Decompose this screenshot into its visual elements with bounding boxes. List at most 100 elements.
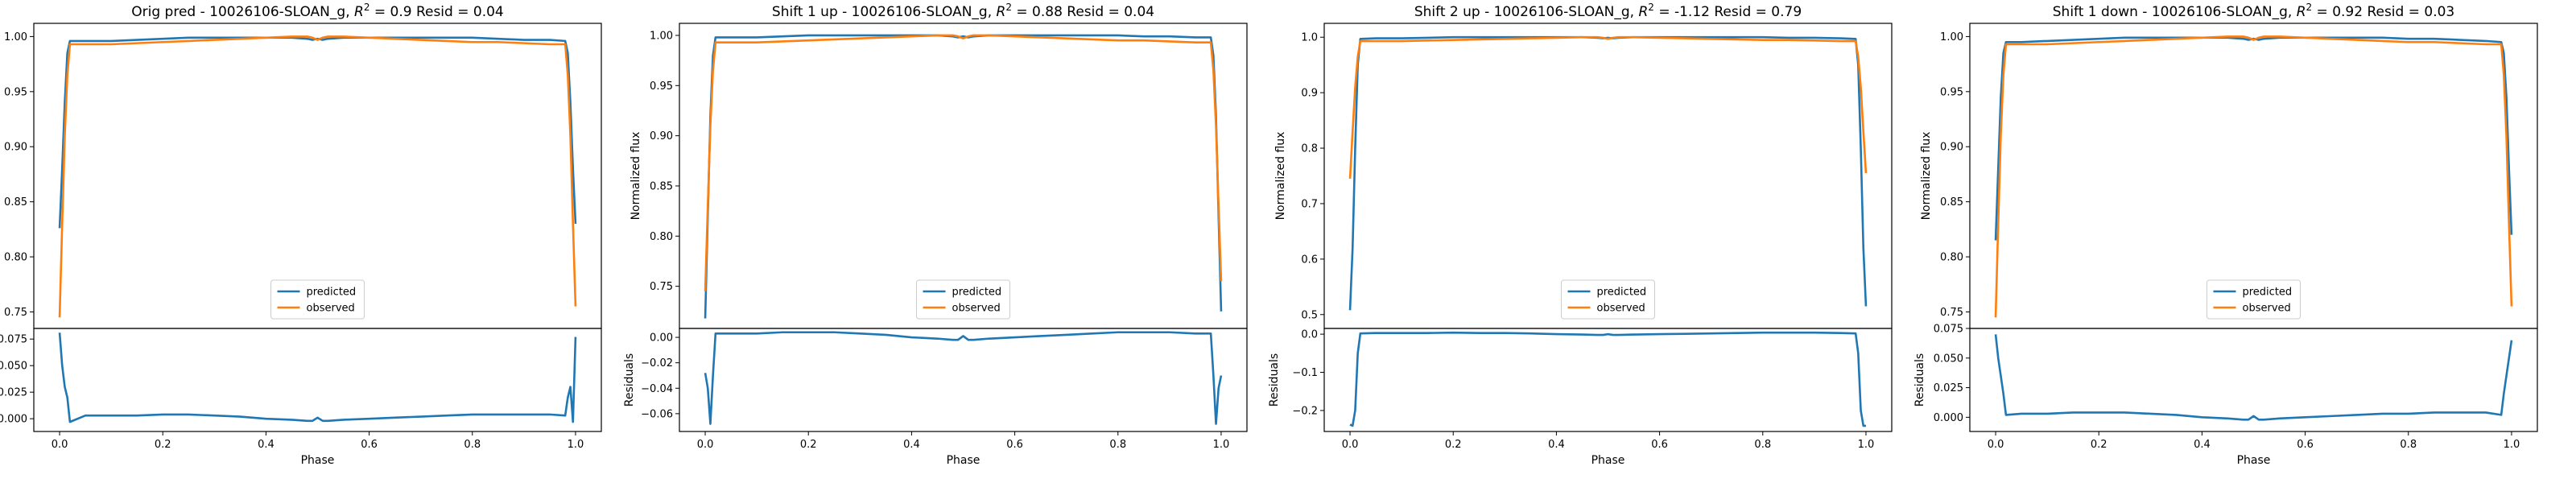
top-series-predicted-0 (58, 36, 577, 229)
residual-series-2 (1349, 331, 1866, 427)
legend-label-observed-0: observed (307, 303, 355, 315)
legend-label-observed-1: observed (952, 303, 1001, 315)
top-1-ytick-label-4: 0.95 (650, 80, 673, 93)
xtick-label-1-2: 0.4 (903, 439, 920, 451)
xtick-label-2-2: 0.4 (1548, 439, 1565, 451)
xtick-label-0-3: 0.6 (361, 439, 378, 451)
xtick-label-2-5: 1.0 (1858, 439, 1875, 451)
top-3-ytick-label-4: 0.95 (1940, 86, 1963, 98)
bottom-2-ytick-label-2: 0.0 (1301, 329, 1318, 341)
bottom-axes-frame-2 (1323, 328, 1893, 432)
xlabel-3: Phase (2237, 454, 2271, 467)
bottom-0-ytick-label-0: 0.000 (0, 414, 27, 426)
xtick-label-0-5: 1.0 (568, 439, 584, 451)
top-2-ytick-label-4: 0.9 (1301, 88, 1318, 100)
top-series-predicted-1 (704, 34, 1223, 319)
bottom-0-ytick-label-1: 0.025 (0, 387, 27, 399)
xlabel-2: Phase (1591, 454, 1625, 467)
top-3-ytick-label-5: 1.00 (1940, 31, 1963, 43)
residual-series-3 (1994, 334, 2513, 421)
bottom-axes-frame-3 (1969, 328, 2538, 432)
chart-title-2: Shift 2 up - 10026106-SLOAN_g, R2 = -1.1… (1414, 2, 1802, 20)
top-3-ytick-label-0: 0.75 (1940, 307, 1963, 319)
bottom-0-ytick-label-3: 0.075 (0, 334, 27, 346)
legend-label-predicted-0: predicted (307, 287, 357, 299)
top-1-ytick-label-1: 0.80 (650, 231, 673, 243)
chart-panel-3: Shift 1 down - 10026106-SLOAN_g, R2 = 0.… (1913, 2, 2538, 467)
chart-title-3: Shift 1 down - 10026106-SLOAN_g, R2 = 0.… (2053, 2, 2454, 20)
top-1-ytick-label-2: 0.85 (650, 180, 673, 192)
xtick-label-3-1: 0.2 (2091, 439, 2107, 451)
bottom-1-ytick-label-0: −0.06 (641, 408, 673, 420)
top-3-ytick-label-2: 0.85 (1940, 196, 1963, 208)
bottom-3-ytick-label-3: 0.075 (1934, 324, 1963, 336)
xtick-label-3-3: 0.6 (2297, 439, 2314, 451)
legend-box-2 (1561, 279, 1655, 320)
bottom-3-ytick-label-2: 0.050 (1934, 353, 1963, 365)
legend-2: predicted observed (1561, 279, 1655, 320)
bottom-1-ytick-label-3: 0.00 (650, 332, 673, 345)
legend-box-0 (270, 279, 365, 320)
xtick-label-2-1: 0.2 (1445, 439, 1462, 451)
top-0-ytick-label-0: 0.75 (4, 307, 27, 319)
legend-label-predicted-1: predicted (952, 287, 1002, 299)
chart-title-1: Shift 1 up - 10026106-SLOAN_g, R2 = 0.88… (772, 2, 1154, 20)
top-1-ytick-label-0: 0.75 (650, 281, 673, 293)
top-0-ytick-label-1: 0.80 (4, 252, 27, 264)
legend-box-1 (916, 279, 1010, 320)
legend-3: predicted observed (2207, 279, 2301, 320)
chart-panel-0: Orig pred - 10026106-SLOAN_g, R2 = 0.9 R… (0, 2, 602, 467)
bottom-3-ytick-label-1: 0.025 (1934, 382, 1963, 394)
legend-label-observed-2: observed (1597, 303, 1645, 315)
legend-label-predicted-3: predicted (2243, 287, 2293, 299)
chart-panel-1: Shift 1 up - 10026106-SLOAN_g, R2 = 0.88… (623, 2, 1248, 467)
bottom-axes-frame-0 (33, 328, 602, 432)
top-0-ytick-label-2: 0.85 (4, 196, 27, 208)
top-series-predicted-2 (1348, 35, 1868, 311)
xlabel-1: Phase (947, 454, 980, 467)
xtick-label-3-4: 0.8 (2400, 439, 2417, 451)
bottom-ylabel-3: Residuals (1913, 353, 1926, 407)
xtick-label-0-0: 0.0 (52, 439, 68, 451)
legend-1: predicted observed (916, 279, 1010, 320)
top-0-ytick-label-4: 0.95 (4, 86, 27, 98)
bottom-3-ytick-label-0: 0.000 (1934, 412, 1963, 424)
bottom-1-ytick-label-1: −0.04 (641, 383, 673, 395)
top-1-ytick-label-5: 1.00 (650, 30, 673, 42)
xtick-label-0-2: 0.4 (258, 439, 275, 451)
top-ylabel-1: Normalized flux (630, 132, 642, 221)
xtick-label-1-4: 0.8 (1109, 439, 1126, 451)
xtick-label-1-0: 0.0 (697, 439, 714, 451)
top-0-ytick-label-5: 1.00 (4, 31, 27, 43)
xtick-label-1-3: 0.6 (1006, 439, 1023, 451)
top-series-observed-1 (704, 34, 1223, 291)
top-series-observed-3 (1994, 35, 2513, 318)
chart-panel-2: Shift 2 up - 10026106-SLOAN_g, R2 = -1.1… (1268, 2, 1893, 467)
bottom-ylabel-2: Residuals (1268, 353, 1281, 407)
residual-series-1 (704, 331, 1223, 425)
xtick-label-3-0: 0.0 (1988, 439, 2004, 451)
top-ylabel-3: Normalized flux (1920, 132, 1933, 221)
bottom-2-ytick-label-0: −0.2 (1292, 405, 1318, 417)
top-series-observed-0 (58, 35, 577, 318)
xtick-label-2-4: 0.8 (1754, 439, 1771, 451)
legend-label-predicted-2: predicted (1597, 287, 1647, 299)
top-3-ytick-label-1: 0.80 (1940, 252, 1963, 264)
top-2-ytick-label-2: 0.7 (1301, 198, 1318, 210)
bottom-axes-frame-1 (679, 328, 1248, 432)
bottom-1-ytick-label-2: −0.02 (641, 357, 673, 369)
top-1-ytick-label-3: 0.90 (650, 130, 673, 142)
top-2-ytick-label-5: 1.0 (1301, 32, 1318, 44)
chart-title-0: Orig pred - 10026106-SLOAN_g, R2 = 0.9 R… (131, 2, 503, 20)
top-2-ytick-label-3: 0.8 (1301, 143, 1318, 155)
legend-label-observed-3: observed (2243, 303, 2291, 315)
xtick-label-2-3: 0.6 (1651, 439, 1668, 451)
top-2-ytick-label-0: 0.5 (1301, 309, 1318, 321)
xlabel-0: Phase (301, 454, 335, 467)
bottom-0-ytick-label-2: 0.050 (0, 361, 27, 373)
xtick-label-3-5: 1.0 (2504, 439, 2520, 451)
top-ylabel-2: Normalized flux (1274, 132, 1287, 221)
xtick-label-3-2: 0.4 (2194, 439, 2211, 451)
legend-box-3 (2207, 279, 2301, 320)
